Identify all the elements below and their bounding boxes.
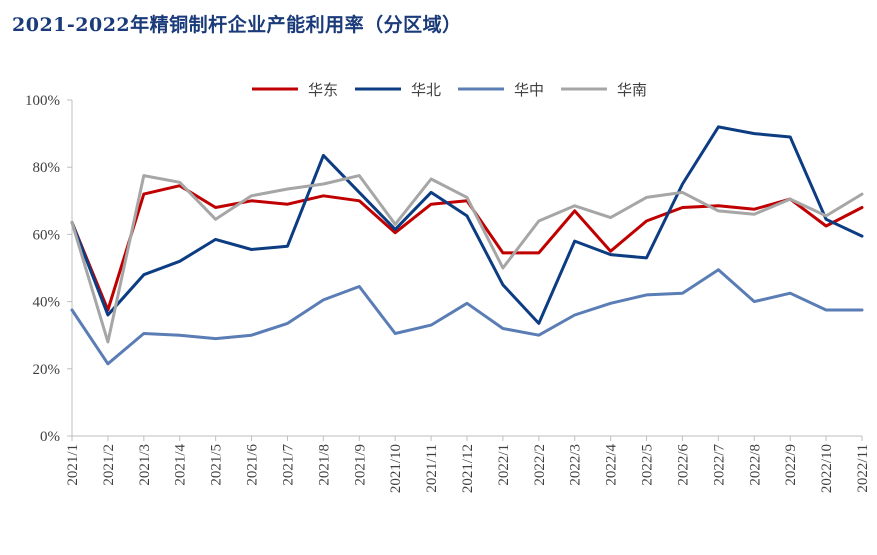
- x-tick-label: 2022/3: [568, 444, 584, 486]
- x-tick-label: 2022/7: [711, 444, 727, 486]
- x-tick-label: 2022/4: [604, 444, 620, 486]
- legend-label: 华南: [617, 81, 647, 99]
- x-tick-label: 2021/3: [137, 444, 153, 486]
- x-tick-label: 2022/9: [783, 444, 799, 486]
- x-tick-label: 2021/9: [352, 444, 368, 486]
- x-tick-label: 2021/11: [424, 444, 440, 493]
- y-tick-label: 60%: [33, 227, 61, 243]
- x-tick-label: 2022/5: [640, 444, 656, 486]
- x-tick-label: 2021/6: [245, 444, 261, 486]
- series-line: [70, 174, 864, 344]
- x-tick-label: 2022/2: [532, 444, 548, 486]
- x-tick-label: 2021/8: [316, 444, 332, 486]
- x-tick-label: 2022/10: [819, 444, 835, 493]
- series-lines: [70, 125, 864, 366]
- x-tick-label: 2022/11: [855, 444, 871, 493]
- series-line: [70, 184, 864, 312]
- legend-label: 华东: [308, 81, 338, 99]
- y-tick-label: 100%: [25, 93, 60, 109]
- x-tick-label: 2021/1: [65, 444, 81, 486]
- x-tick-label: 2021/7: [280, 444, 296, 486]
- x-tick-label: 2021/2: [101, 444, 117, 486]
- axes: 0% 20% 40% 60% 80% 100% 2021/1 2021/2 2021/3 2021…: [25, 93, 871, 493]
- legend-label: 华北: [411, 81, 441, 99]
- y-tick-label: 20%: [33, 362, 61, 378]
- x-tick-label: 2021/5: [209, 444, 225, 486]
- x-tick-label: 2022/1: [496, 444, 512, 486]
- x-tick-label: 2021/12: [460, 444, 476, 493]
- y-tick-label: 80%: [33, 160, 61, 176]
- x-tick-label: 2021/10: [388, 444, 404, 493]
- x-tick-label: 2022/8: [747, 444, 763, 486]
- x-tick-label: 2022/6: [675, 444, 691, 486]
- legend: 华东 华北 华中 华南: [252, 81, 647, 99]
- x-tick-label: 2021/4: [173, 444, 189, 486]
- y-tick-label: 40%: [33, 295, 61, 311]
- legend-label: 华中: [514, 81, 544, 99]
- series-line: [70, 125, 864, 325]
- y-tick-label: 0%: [40, 429, 60, 445]
- chart-title: 2021-2022年精铜制杆企业产能利用率（分区域）: [12, 14, 462, 36]
- series-line: [70, 268, 864, 366]
